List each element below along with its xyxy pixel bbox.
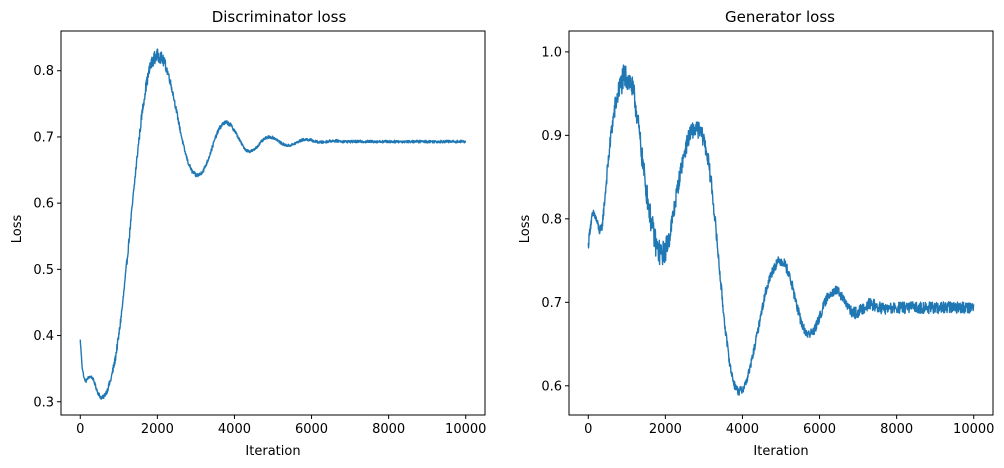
discriminator-loss-chart: Discriminator loss 0 2000 4000 6000 8000 1000… [10,8,486,459]
x-tick-label: 8000 [372,422,405,437]
x-tick-label: 2000 [141,422,174,437]
series-line [587,64,975,396]
y-tick-label: 0.3 [33,395,54,410]
x-tick-label: 8000 [880,422,913,437]
x-tick-label: 6000 [295,422,328,437]
x-tick-label: 0 [76,422,84,437]
x-tick-label: 6000 [803,422,836,437]
y-tick-label: 0.7 [541,296,562,311]
y-tick-label: 0.8 [33,64,54,79]
y-tick-label: 0.9 [541,129,562,144]
x-axis-label: Iteration [753,444,808,459]
chart-title: Discriminator loss [212,8,347,26]
generator-loss-chart: Generator loss 0 2000 4000 6000 8000 10000 0.6… [518,8,994,459]
x-tick-label: 2000 [649,422,682,437]
ticks-layer: 0 2000 4000 6000 8000 10000 0.3 0.4 0.5 0.6 0.7 0.8 [33,64,486,437]
y-tick-label: 1.0 [541,45,562,60]
x-tick-label: 10000 [953,422,994,437]
y-tick-label: 0.8 [541,212,562,227]
series-layer [79,48,467,400]
y-tick-label: 0.6 [33,197,54,212]
plot-frame [568,30,994,416]
series-line [79,48,467,400]
chart-title: Generator loss [725,8,835,26]
y-tick-label: 0.6 [541,379,562,394]
y-tick-label: 0.4 [33,329,54,344]
x-axis-label: Iteration [245,444,300,459]
y-axis-label: Loss [10,215,25,244]
x-tick-label: 0 [584,422,592,437]
x-tick-label: 4000 [218,422,251,437]
series-layer [587,64,975,396]
y-axis-label: Loss [518,215,533,244]
x-tick-label: 10000 [445,422,486,437]
y-tick-label: 0.5 [33,263,54,278]
y-tick-label: 0.7 [33,130,54,145]
ticks-layer: 0 2000 4000 6000 8000 10000 0.6 0.7 0.8 0.9 1.0 [541,45,994,437]
x-tick-label: 4000 [726,422,759,437]
plot-frame [60,30,486,416]
